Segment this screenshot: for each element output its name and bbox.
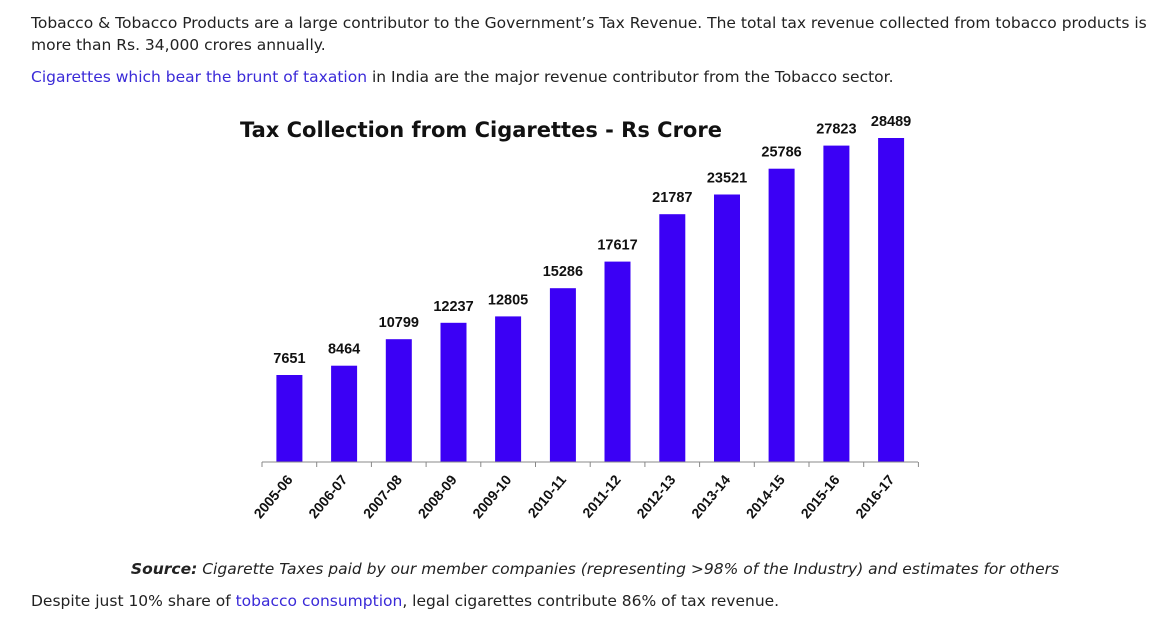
footer-paragraph: Despite just 10% share of tobacco consum… [31,590,1151,612]
bar-2013-14 [714,194,740,462]
footer-text-post: , legal cigarettes contribute 86% of tax… [402,592,780,610]
taxation-link[interactable]: Cigarettes which bear the brunt of taxat… [31,68,368,86]
data-label-2014-15: 25786 [761,145,801,161]
cigarettes-paragraph-text: in India are the major revenue contribut… [367,68,894,86]
x-tick-label-2014-15: 2014-15 [743,471,788,521]
bar-2014-15 [768,168,795,462]
x-tick-label-2008-09: 2008-09 [415,471,460,521]
data-label-2012-13: 21787 [652,190,692,206]
data-label-2005-06: 7651 [273,351,305,367]
bar-2005-06 [276,375,303,462]
intro-paragraph: Tobacco & Tobacco Products are a large c… [31,14,1147,54]
cigarettes-paragraph: Cigarettes which bear the brunt of taxat… [31,66,1151,88]
x-tick-label-2012-13: 2012-13 [633,471,678,521]
x-tick-label-2010-11: 2010-11 [524,471,569,520]
data-label-2016-17: 28489 [871,114,911,130]
x-tick-label-2011-12: 2011-12 [579,471,624,520]
data-label-2015-16: 27823 [816,122,856,138]
bar-2012-13 [659,214,686,462]
x-tick-label-2009-10: 2009-10 [469,471,514,521]
x-tick-label-2005-06: 2005-06 [250,471,295,521]
bar-2011-12 [604,261,631,462]
bar-2008-09 [440,322,467,462]
data-label-2007-08: 10799 [379,315,419,331]
source-note: Source: Cigarette Taxes paid by our memb… [0,558,1160,580]
data-label-2006-07: 8464 [328,342,360,358]
source-label: Source: [130,560,198,578]
data-label-2011-12: 17617 [597,238,637,254]
data-label-2008-09: 12237 [433,299,473,315]
data-label-2013-14: 23521 [707,171,747,187]
data-label-2010-11: 15286 [543,264,583,280]
data-label-2009-10: 12805 [488,292,528,308]
chart-title: Tax Collection from Cigarettes - Rs Cror… [240,118,722,142]
tobacco-consumption-link[interactable]: tobacco consumption [235,592,403,610]
x-tick-label-2006-07: 2006-07 [305,471,350,521]
bar-2009-10 [495,316,522,462]
bar-2007-08 [385,339,412,462]
source-text: Cigarette Taxes paid by our member compa… [197,560,1060,578]
bar-2015-16 [823,145,850,462]
tax-collection-chart: Tax Collection from Cigarettes - Rs Cror… [240,114,919,521]
x-tick-label-2013-14: 2013-14 [688,471,733,521]
bar-2006-07 [331,365,358,462]
x-tick-label-2007-08: 2007-08 [360,471,405,521]
x-tick-label-2016-17: 2016-17 [852,471,897,521]
bar-2016-17 [878,138,905,462]
x-tick-label-2015-16: 2015-16 [797,471,842,521]
footer-text-pre: Despite just 10% share of [31,592,236,610]
bar-2010-11 [549,288,576,462]
